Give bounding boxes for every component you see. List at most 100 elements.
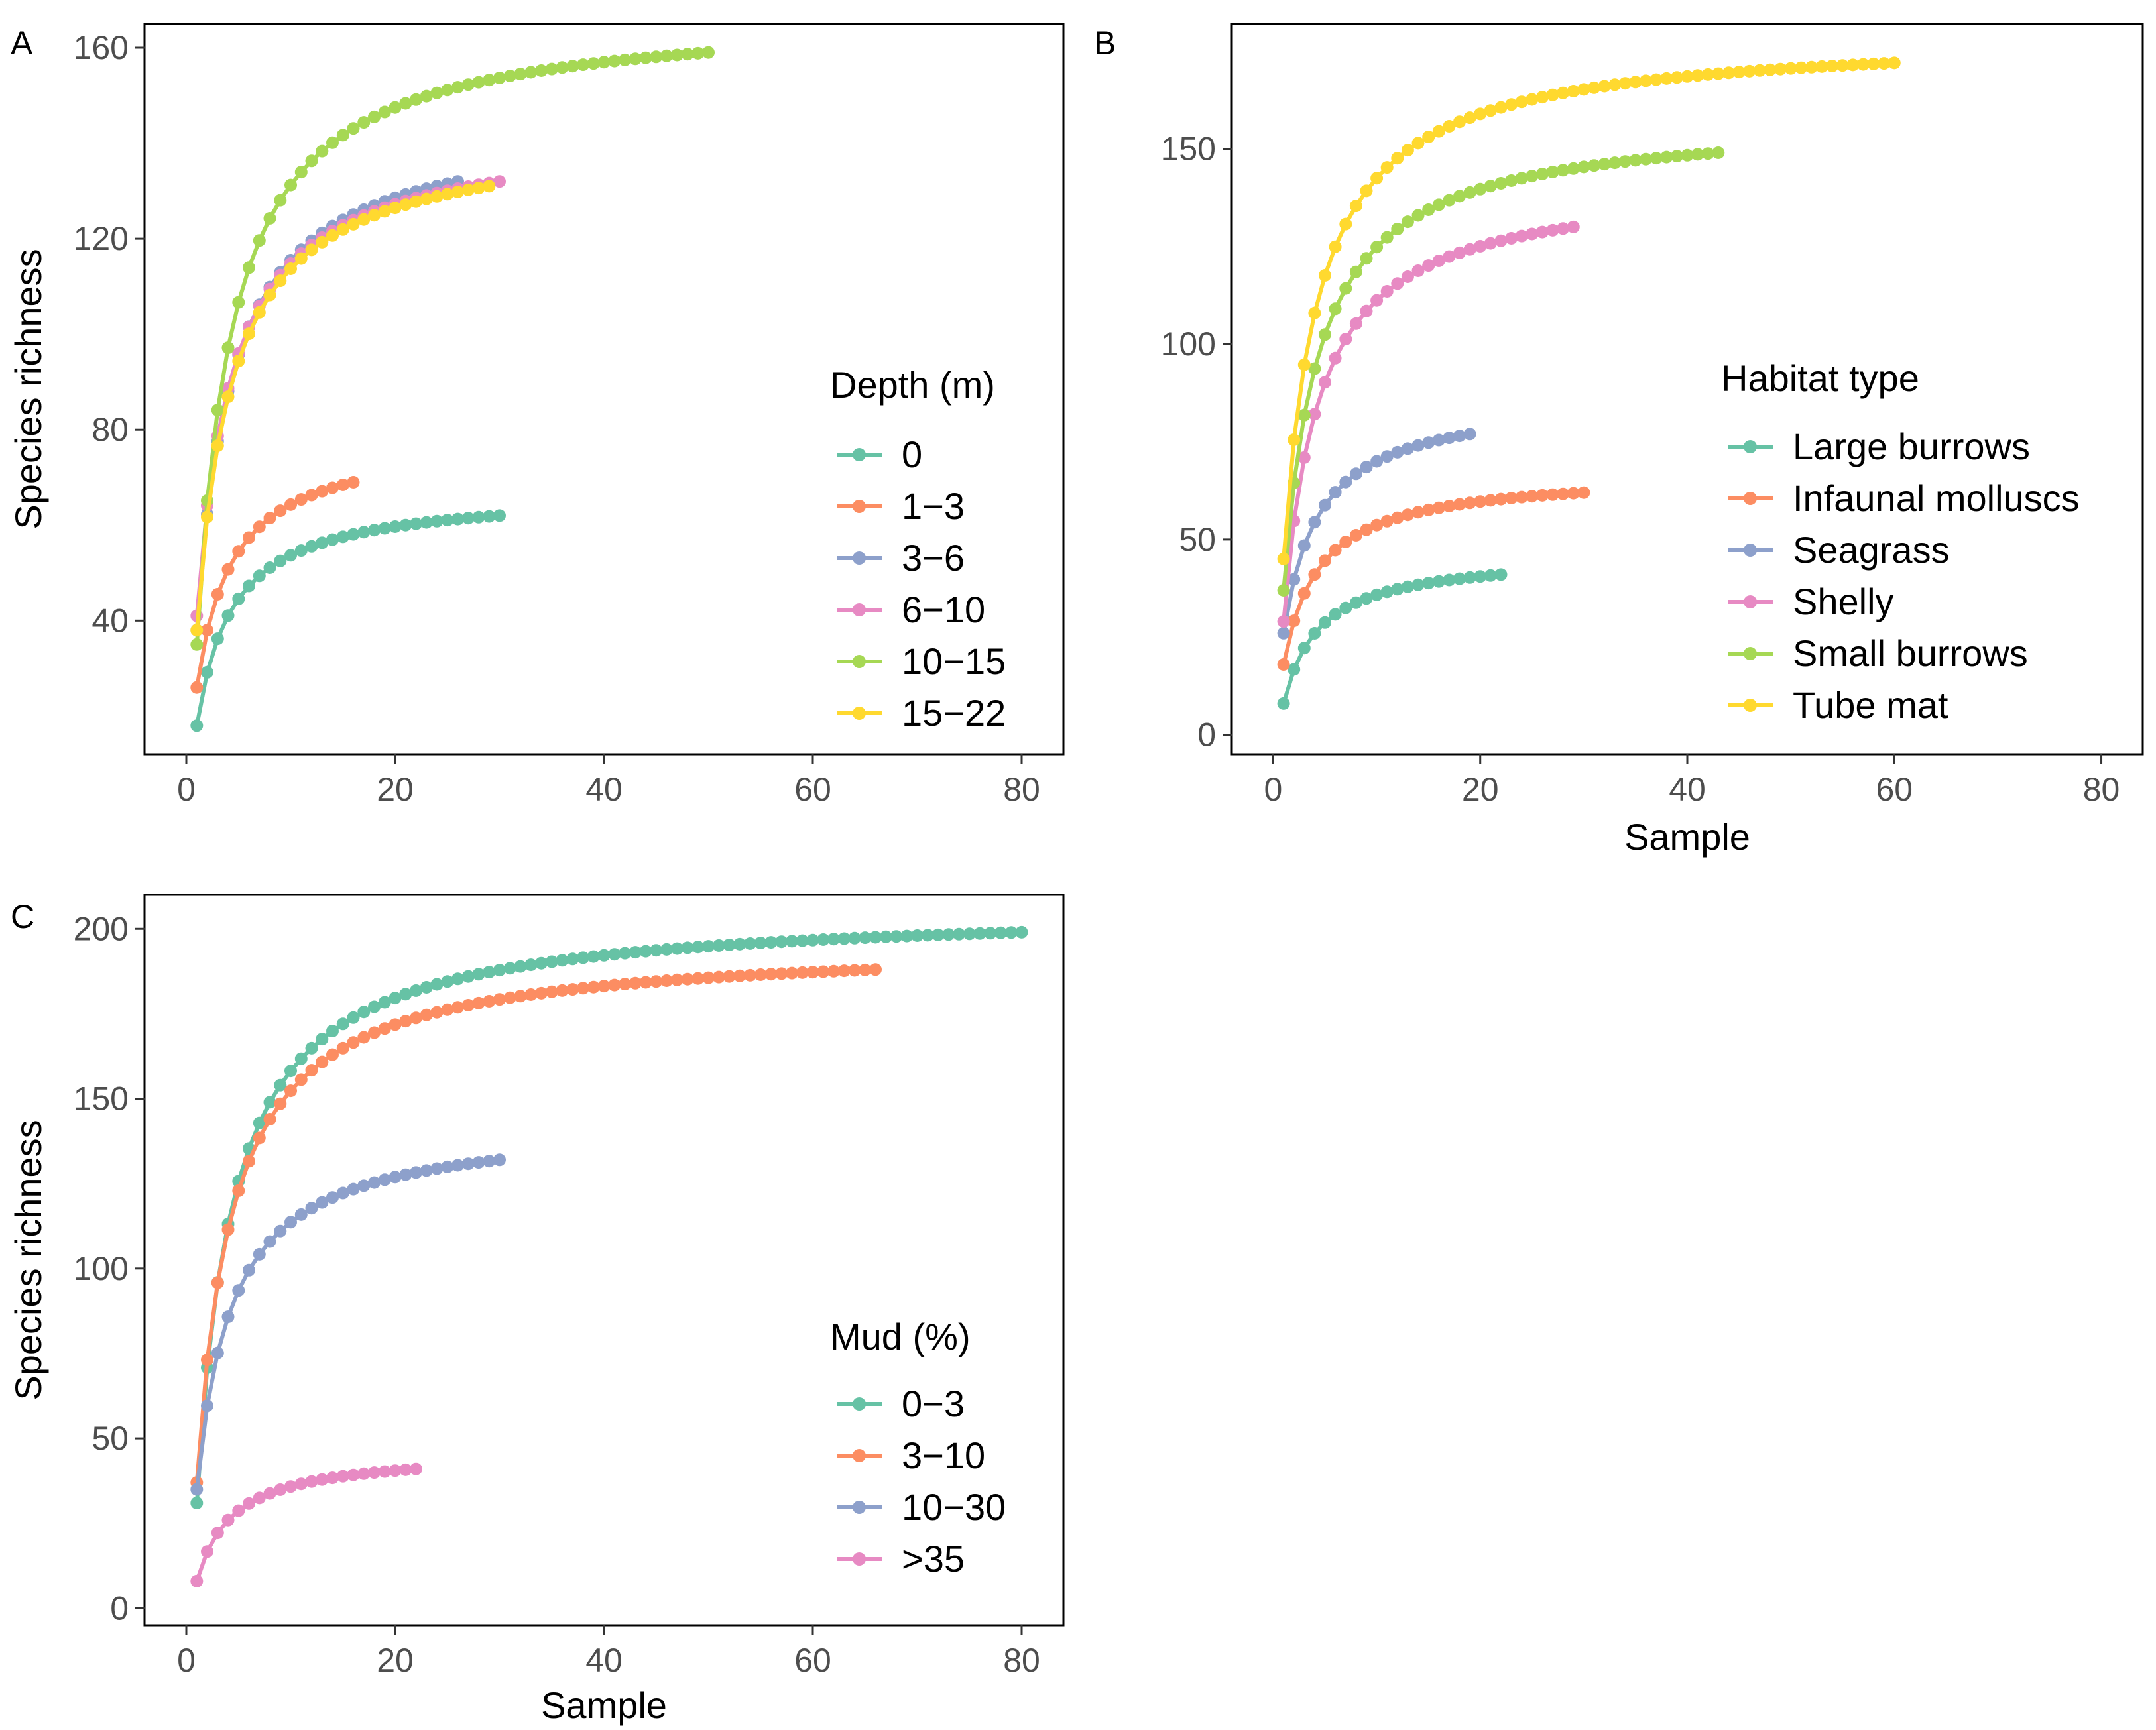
data-point (1836, 59, 1849, 72)
data-point (243, 261, 255, 274)
data-point (357, 1467, 371, 1480)
data-point (619, 978, 631, 991)
legend-label: 10−30 (902, 1486, 1006, 1528)
data-point (1546, 488, 1559, 501)
data-point (1401, 508, 1414, 522)
data-point (451, 972, 464, 986)
data-point (733, 969, 747, 982)
data-point (660, 974, 673, 987)
data-point (1432, 501, 1445, 514)
data-point (336, 479, 349, 491)
data-point (639, 945, 652, 958)
data-point (472, 968, 485, 981)
data-point (368, 1466, 381, 1479)
data-point (368, 1176, 381, 1189)
data-point (587, 980, 600, 994)
data-point (1370, 588, 1384, 601)
data-point (1360, 184, 1373, 198)
data-point (232, 296, 245, 309)
data-point (796, 966, 809, 979)
data-point (1308, 306, 1321, 319)
data-point (1443, 500, 1456, 512)
data-point (389, 1018, 402, 1031)
data-point (1557, 164, 1570, 177)
data-point (1443, 120, 1456, 133)
data-point (1349, 529, 1362, 542)
data-point (1422, 259, 1435, 272)
data-point (1277, 626, 1290, 640)
series-Infaunal molluscs (1277, 486, 1590, 671)
data-point (493, 1153, 506, 1167)
data-point (1629, 76, 1642, 89)
data-point (389, 1171, 402, 1184)
data-point (733, 937, 747, 951)
data-point (1567, 85, 1580, 97)
x-tick-label: 20 (377, 1642, 414, 1679)
data-point (221, 390, 235, 404)
data-point (681, 972, 694, 986)
data-point (1474, 240, 1487, 253)
data-point (1443, 250, 1456, 263)
data-point (1308, 516, 1321, 529)
data-point (1422, 503, 1435, 516)
data-point (399, 1168, 412, 1181)
legend-label: Large burrows (1793, 426, 2030, 467)
data-point (1618, 77, 1632, 90)
legend-key-point (1744, 492, 1757, 505)
data-point (441, 975, 454, 988)
data-point (483, 74, 496, 87)
y-tick-label: 200 (74, 910, 129, 947)
data-point (1453, 498, 1466, 511)
data-point (263, 212, 276, 225)
data-point (399, 97, 412, 110)
data-point (953, 927, 965, 941)
data-point (263, 1235, 276, 1248)
data-point (1401, 270, 1414, 283)
data-point (817, 933, 830, 946)
data-point (399, 518, 412, 532)
legend-key-point (853, 603, 866, 616)
data-point (336, 1041, 349, 1055)
data-point (1463, 571, 1476, 584)
data-point (619, 53, 631, 66)
data-point (1329, 302, 1342, 316)
series-Large burrows (1277, 568, 1508, 710)
data-point (294, 544, 308, 557)
data-point (1411, 578, 1425, 591)
data-point (253, 306, 266, 319)
data-point (253, 1491, 266, 1505)
y-tick-label: 160 (74, 29, 129, 66)
data-point (775, 935, 788, 949)
legend-label: 3−6 (902, 537, 965, 579)
data-point (639, 51, 652, 64)
data-point (243, 579, 255, 593)
data-point (263, 1113, 276, 1125)
data-point (1380, 514, 1394, 528)
data-point (1505, 174, 1518, 187)
legend-key-point (853, 551, 866, 565)
data-point (357, 1031, 371, 1044)
data-point (1526, 227, 1539, 241)
data-point (389, 1464, 402, 1477)
data-point (410, 1166, 422, 1179)
data-point (1526, 490, 1539, 503)
data-point (1308, 568, 1321, 581)
data-point (869, 963, 882, 976)
data-point (1846, 58, 1860, 72)
data-point (368, 209, 381, 222)
data-point (1535, 225, 1549, 239)
data-point (336, 530, 349, 544)
legend-item: Shelly (1728, 581, 1894, 622)
data-point (723, 939, 736, 951)
x-tick-label: 20 (377, 771, 414, 808)
data-point (284, 549, 297, 562)
data-point (1474, 107, 1487, 121)
data-point (347, 528, 360, 541)
data-point (1422, 203, 1435, 216)
data-point (221, 563, 235, 576)
data-point (1660, 150, 1673, 164)
legend-item: 0 (837, 433, 922, 475)
data-point (681, 941, 694, 954)
legend-key-point (853, 1501, 866, 1514)
data-point (190, 681, 204, 694)
